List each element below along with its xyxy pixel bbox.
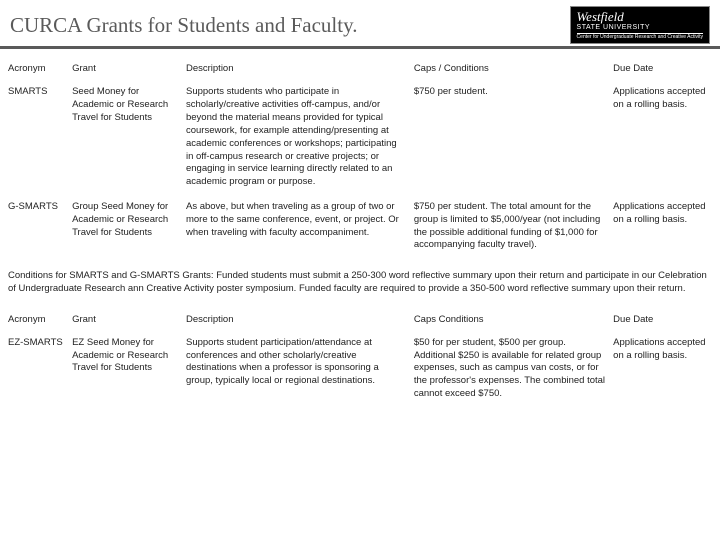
cell-grant: Group Seed Money for Academic or Researc… xyxy=(68,195,182,258)
logo-line3: Center for Undergraduate Research and Cr… xyxy=(577,33,703,41)
th-due: Due Date xyxy=(609,308,716,331)
cell-caps: $750 per student. The total amount for t… xyxy=(410,195,609,258)
th-acronym: Acronym xyxy=(4,308,68,331)
content-area: Acronym Grant Description Caps / Conditi… xyxy=(0,49,720,540)
logo-line2: STATE UNIVERSITY xyxy=(577,24,703,32)
table-header-row: Acronym Grant Description Caps / Conditi… xyxy=(4,57,716,80)
th-due: Due Date xyxy=(609,57,716,80)
cell-acronym: G-SMARTS xyxy=(4,195,68,258)
th-grant: Grant xyxy=(68,57,182,80)
table-header-row: Acronym Grant Description Caps Condition… xyxy=(4,308,716,331)
th-description: Description xyxy=(182,308,410,331)
conditions-text: Conditions for SMARTS and G-SMARTS Grant… xyxy=(4,258,716,308)
grants-table: Acronym Grant Description Caps / Conditi… xyxy=(4,57,716,406)
th-caps: Caps / Conditions xyxy=(410,57,609,80)
header-bar: CURCA Grants for Students and Faculty. W… xyxy=(0,0,720,49)
slide: CURCA Grants for Students and Faculty. W… xyxy=(0,0,720,540)
cell-grant: EZ Seed Money for Academic or Research T… xyxy=(68,331,182,407)
university-logo: Westfield STATE UNIVERSITY Center for Un… xyxy=(570,6,710,44)
cell-description: Supports student participation/attendanc… xyxy=(182,331,410,407)
th-description: Description xyxy=(182,57,410,80)
th-grant: Grant xyxy=(68,308,182,331)
cell-description: Supports students who participate in sch… xyxy=(182,80,410,195)
logo-line1: Westfield xyxy=(577,10,703,24)
page-title: CURCA Grants for Students and Faculty. xyxy=(10,13,357,38)
cell-caps: $50 for per student, $500 per group. Add… xyxy=(410,331,609,407)
table-row: EZ-SMARTS EZ Seed Money for Academic or … xyxy=(4,331,716,407)
cell-acronym: SMARTS xyxy=(4,80,68,195)
th-caps: Caps Conditions xyxy=(410,308,609,331)
cell-due: Applications accepted on a rolling basis… xyxy=(609,195,716,258)
table-row: SMARTS Seed Money for Academic or Resear… xyxy=(4,80,716,195)
table-row: G-SMARTS Group Seed Money for Academic o… xyxy=(4,195,716,258)
cell-due: Applications accepted on a rolling basis… xyxy=(609,331,716,407)
th-acronym: Acronym xyxy=(4,57,68,80)
cell-caps: $750 per student. xyxy=(410,80,609,195)
cell-description: As above, but when traveling as a group … xyxy=(182,195,410,258)
cell-grant: Seed Money for Academic or Research Trav… xyxy=(68,80,182,195)
cell-due: Applications accepted on a rolling basis… xyxy=(609,80,716,195)
conditions-row: Conditions for SMARTS and G-SMARTS Grant… xyxy=(4,258,716,308)
cell-acronym: EZ-SMARTS xyxy=(4,331,68,407)
